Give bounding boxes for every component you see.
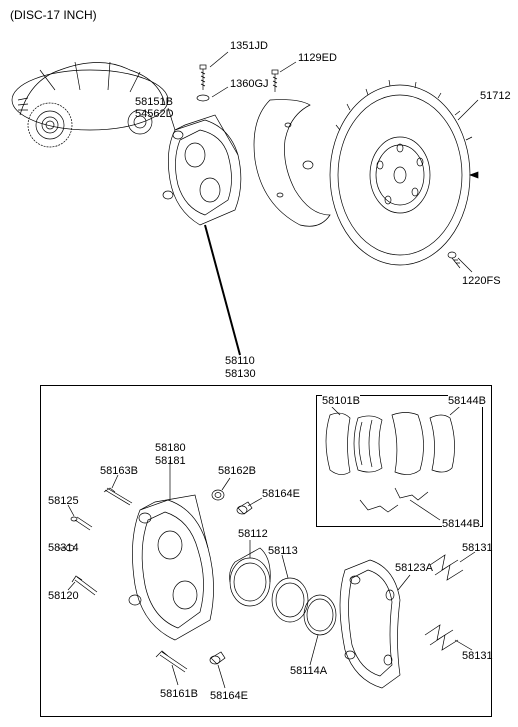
caliper-body-detail: [129, 495, 214, 640]
label-58164e-2: 58164E: [210, 690, 248, 702]
washer-1360gj: [197, 95, 209, 101]
label-58144b-1: 58144B: [448, 395, 486, 407]
carrier-bracket: [340, 560, 400, 688]
caliper-assembly: [163, 115, 241, 225]
label-58120: 58120: [48, 590, 79, 602]
guide-pin-lower: [156, 651, 187, 672]
label-1220fs: 1220FS: [462, 275, 501, 287]
bolt-1129ed: [272, 70, 278, 92]
label-58131-2: 58131: [462, 650, 493, 662]
label-58131-1: 58131: [462, 542, 493, 554]
spring-upper: [430, 555, 463, 580]
brake-pads: [326, 413, 455, 513]
label-1351jd: 1351JD: [230, 40, 268, 52]
boot-upper: [237, 502, 252, 514]
bushing-upper: [212, 490, 224, 500]
seal-ring: [272, 578, 308, 622]
label-58110: 58110: [225, 355, 255, 367]
label-58123a: 58123A: [395, 562, 433, 574]
brake-disc: [330, 80, 478, 265]
label-58163b: 58163B: [100, 465, 138, 477]
diagram-svg: [0, 0, 518, 727]
label-1360gj: 1360GJ: [230, 78, 269, 90]
boot-ring: [304, 595, 336, 635]
label-58181: 58181: [155, 455, 186, 467]
label-51712: 51712: [480, 90, 511, 102]
label-58162b: 58162B: [218, 465, 256, 477]
label-58151b: 58151B: [135, 96, 173, 108]
boot-lower: [210, 652, 225, 664]
label-54562d: 54562D: [135, 108, 174, 120]
bleeder: [71, 517, 92, 530]
guide-pin-upper: [104, 488, 132, 505]
dust-shield: [254, 100, 330, 227]
label-58161b: 58161B: [160, 688, 198, 700]
label-58314: 58314: [48, 542, 79, 554]
label-58164e-1: 58164E: [262, 488, 300, 500]
label-58144b-2: 58144B: [442, 518, 480, 530]
label-58113: 58113: [268, 545, 298, 557]
label-58130: 58130: [225, 368, 256, 380]
spring-lower: [425, 625, 458, 650]
label-58125: 58125: [48, 495, 79, 507]
label-58101b: 58101B: [322, 395, 360, 407]
label-58114a: 58114A: [290, 665, 327, 677]
screw-1220fs: [448, 252, 460, 268]
label-1129ed: 1129ED: [298, 52, 337, 64]
label-58112: 58112: [238, 528, 268, 540]
label-58180: 58180: [155, 442, 186, 454]
bolt-1351jd: [200, 65, 206, 90]
